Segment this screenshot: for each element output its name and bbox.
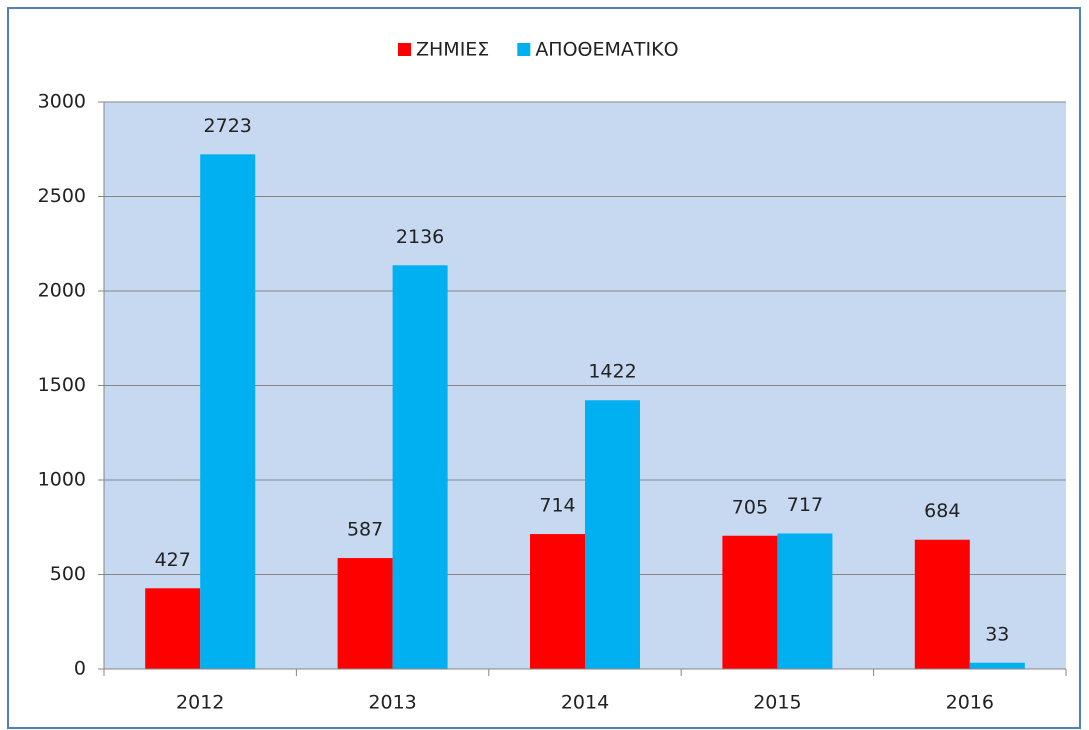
- bar: [145, 588, 201, 669]
- data-label: 427: [155, 549, 191, 571]
- y-tick-label: 500: [50, 563, 86, 585]
- legend-swatch: [517, 43, 531, 56]
- data-label: 714: [539, 495, 575, 517]
- data-label: 717: [787, 494, 823, 516]
- bar: [200, 154, 256, 669]
- legend-swatch: [398, 43, 411, 56]
- y-tick-label: 3000: [38, 91, 86, 113]
- y-tick-label: 1000: [38, 469, 86, 491]
- x-tick-label: 2012: [176, 692, 224, 714]
- data-label: 587: [347, 519, 383, 541]
- bar: [969, 662, 1025, 669]
- y-tick-label: 2000: [38, 280, 86, 302]
- bar: [530, 534, 585, 669]
- x-tick-label: 2014: [561, 692, 609, 714]
- data-label: 705: [732, 496, 768, 518]
- x-tick-label: 2016: [946, 692, 994, 714]
- y-tick-label: 2500: [38, 185, 86, 207]
- x-tick-label: 2013: [368, 692, 416, 714]
- y-tick-label: 1500: [38, 374, 86, 396]
- x-tick-label: 2015: [753, 692, 801, 714]
- bar: [722, 535, 778, 669]
- y-tick-label: 0: [74, 658, 86, 680]
- bar: [914, 539, 970, 669]
- data-label: 2723: [204, 115, 252, 137]
- bar: [777, 533, 833, 669]
- bar: [585, 400, 640, 669]
- legend-label: ΖΗΜΙΕΣ: [416, 39, 489, 61]
- data-label: 2136: [396, 226, 444, 248]
- legend-label: ΑΠΟΘΕΜΑΤΙΚΟ: [535, 39, 678, 61]
- data-label: 684: [924, 500, 960, 522]
- bar: [337, 558, 393, 669]
- data-label: 33: [985, 623, 1009, 645]
- bar: [392, 265, 448, 669]
- data-label: 1422: [588, 361, 636, 383]
